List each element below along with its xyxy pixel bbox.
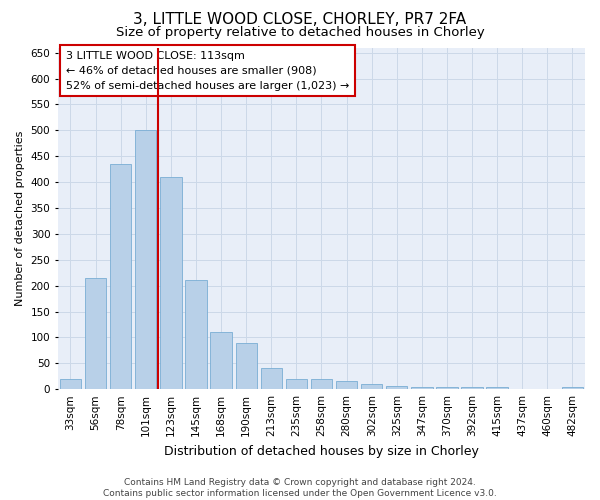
Bar — [436, 386, 458, 389]
Y-axis label: Number of detached properties: Number of detached properties — [15, 130, 25, 306]
Bar — [185, 280, 206, 389]
Text: Size of property relative to detached houses in Chorley: Size of property relative to detached ho… — [116, 26, 484, 39]
X-axis label: Distribution of detached houses by size in Chorley: Distribution of detached houses by size … — [164, 444, 479, 458]
Bar — [411, 386, 433, 389]
Bar — [562, 386, 583, 389]
Bar — [487, 386, 508, 389]
Bar — [211, 332, 232, 389]
Bar — [361, 384, 382, 389]
Bar — [85, 278, 106, 389]
Bar — [536, 388, 558, 389]
Text: 3, LITTLE WOOD CLOSE, CHORLEY, PR7 2FA: 3, LITTLE WOOD CLOSE, CHORLEY, PR7 2FA — [133, 12, 467, 28]
Bar — [160, 177, 182, 389]
Bar — [461, 386, 483, 389]
Bar — [260, 368, 282, 389]
Bar — [60, 379, 81, 389]
Bar — [512, 388, 533, 389]
Bar — [286, 379, 307, 389]
Bar — [110, 164, 131, 389]
Text: 3 LITTLE WOOD CLOSE: 113sqm
← 46% of detached houses are smaller (908)
52% of se: 3 LITTLE WOOD CLOSE: 113sqm ← 46% of det… — [66, 51, 349, 90]
Bar — [311, 379, 332, 389]
Bar — [336, 382, 357, 389]
Text: Contains HM Land Registry data © Crown copyright and database right 2024.
Contai: Contains HM Land Registry data © Crown c… — [103, 478, 497, 498]
Bar — [236, 342, 257, 389]
Bar — [386, 386, 407, 389]
Bar — [135, 130, 157, 389]
